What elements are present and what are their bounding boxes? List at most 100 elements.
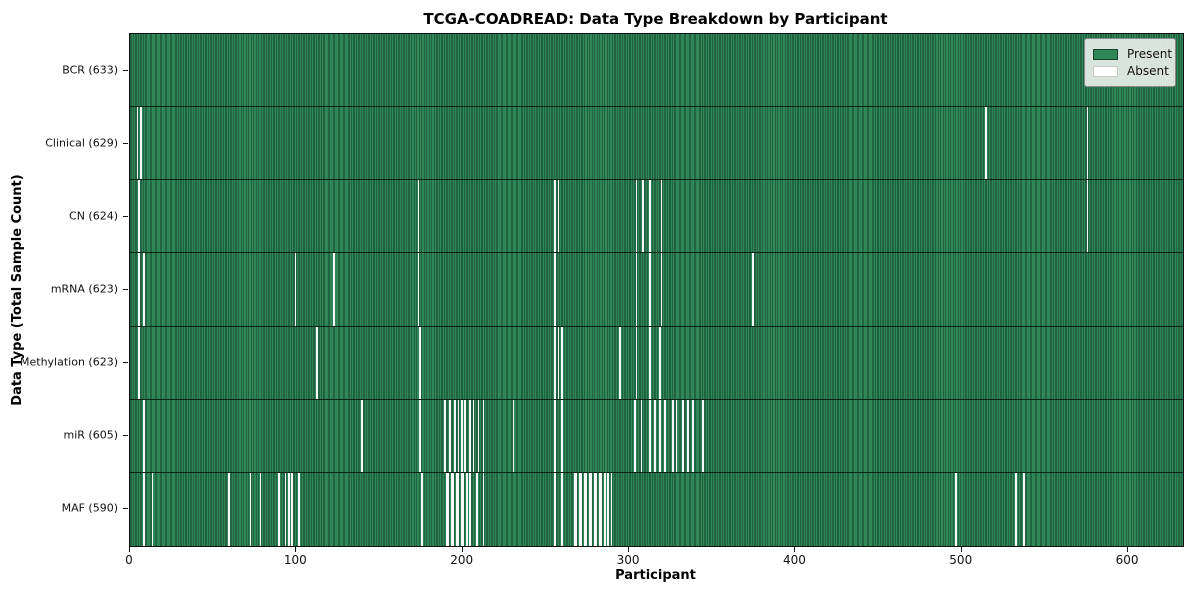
y-tick-label-bcr: BCR (633) <box>62 63 118 77</box>
absent-mark <box>554 326 556 399</box>
x-tick-label-600: 600 <box>1115 553 1139 567</box>
x-tick-label-300: 300 <box>616 553 640 567</box>
absent-mark <box>446 472 448 546</box>
y-tick-mark <box>123 362 128 364</box>
y-tick-label-mrna: mRNA (623) <box>50 282 118 296</box>
absent-mark <box>574 472 576 546</box>
absent-mark <box>461 472 463 546</box>
absent-mark <box>469 399 471 472</box>
absent-mark <box>138 180 140 253</box>
x-tick-mark <box>1127 547 1129 552</box>
absent-mark <box>554 472 556 546</box>
absent-mark <box>635 180 638 253</box>
absent-mark <box>575 472 578 546</box>
x-tick-label-100: 100 <box>283 553 307 567</box>
absent-mark <box>649 326 651 399</box>
absent-mark <box>1086 107 1089 180</box>
absent-mark <box>604 472 606 546</box>
x-tick-mark <box>129 547 130 552</box>
absent-mark <box>554 253 556 326</box>
absent-mark <box>143 399 145 472</box>
y-tick-mark <box>123 215 128 217</box>
absent-mark <box>143 472 145 546</box>
absent-mark <box>457 399 460 472</box>
absent-mark <box>482 399 485 472</box>
heatmap-row-cn <box>130 180 1183 254</box>
legend: Present Absent <box>1084 38 1176 87</box>
y-tick-label-mir: miR (605) <box>63 428 119 442</box>
absent-mark <box>449 399 452 472</box>
absent-mark <box>702 399 704 472</box>
absent-mark <box>649 399 651 472</box>
absent-mark <box>658 399 661 472</box>
absent-mark <box>298 472 300 546</box>
absent-mark <box>291 472 294 546</box>
x-axis-label: Participant <box>615 568 696 583</box>
x-tick-mark <box>960 547 962 552</box>
absent-mark <box>640 399 643 472</box>
absent-mark <box>955 472 957 546</box>
absent-mark <box>579 472 581 546</box>
absent-mark <box>585 472 588 546</box>
x-tick-label-500: 500 <box>949 553 973 567</box>
absent-mark <box>675 399 678 472</box>
absent-mark <box>584 472 586 546</box>
absent-mark <box>278 472 280 546</box>
absent-mark <box>600 472 603 546</box>
x-tick-mark <box>794 547 796 552</box>
absent-mark <box>419 326 422 399</box>
heatmap-row-maf <box>130 472 1183 546</box>
absent-mark <box>476 472 478 546</box>
absent-mark <box>447 472 450 546</box>
absent-mark <box>138 253 140 326</box>
absent-mark <box>444 399 447 472</box>
legend-entry-present: Present <box>1093 46 1172 62</box>
absent-mark <box>466 472 468 546</box>
heatmap-row-clinical <box>130 107 1183 181</box>
absent-mark <box>512 399 515 472</box>
absent-mark <box>985 107 987 180</box>
y-tick-mark <box>123 508 128 510</box>
absent-mark <box>590 472 593 546</box>
x-tick-label-400: 400 <box>782 553 806 567</box>
absent-mark <box>136 107 139 180</box>
heatmap-row-methylation <box>130 326 1183 400</box>
absent-mark <box>654 399 656 472</box>
absent-mark <box>635 253 638 326</box>
y-tick-label-methylation: Methylation (623) <box>20 355 118 369</box>
absent-mark <box>332 253 335 326</box>
heatmap-row-mrna <box>130 253 1183 327</box>
absent-mark <box>672 399 674 472</box>
absent-mark <box>554 399 556 472</box>
absent-mark <box>259 472 262 546</box>
plot-area <box>129 33 1184 547</box>
x-tick-mark <box>295 547 297 552</box>
absent-mark <box>288 472 290 546</box>
absent-mark <box>658 326 661 399</box>
y-tick-mark <box>123 289 128 290</box>
absent-mark <box>560 326 563 399</box>
absent-mark <box>284 472 287 546</box>
absent-mark <box>228 472 230 546</box>
absent-mark <box>554 180 556 253</box>
absent-mark <box>316 326 318 399</box>
heatmap-row-bcr <box>130 34 1183 108</box>
absent-mark <box>594 472 596 546</box>
y-tick-label-cn: CN (624) <box>69 209 118 223</box>
absent-mark <box>361 399 363 472</box>
absent-mark <box>482 472 485 546</box>
absent-mark <box>464 399 467 472</box>
x-tick-mark <box>461 547 463 552</box>
absent-mark <box>457 472 460 546</box>
y-tick-mark <box>123 435 128 437</box>
y-tick-label-maf: MAF (590) <box>61 501 118 515</box>
absent-mark <box>557 326 560 399</box>
absent-mark <box>687 399 689 472</box>
x-tick-label-0: 0 <box>125 553 133 567</box>
absent-mark <box>557 180 560 253</box>
absent-mark <box>462 472 465 546</box>
absent-mark <box>660 180 663 253</box>
heatmap-row-mir <box>130 399 1183 473</box>
present-swatch <box>1093 48 1118 60</box>
